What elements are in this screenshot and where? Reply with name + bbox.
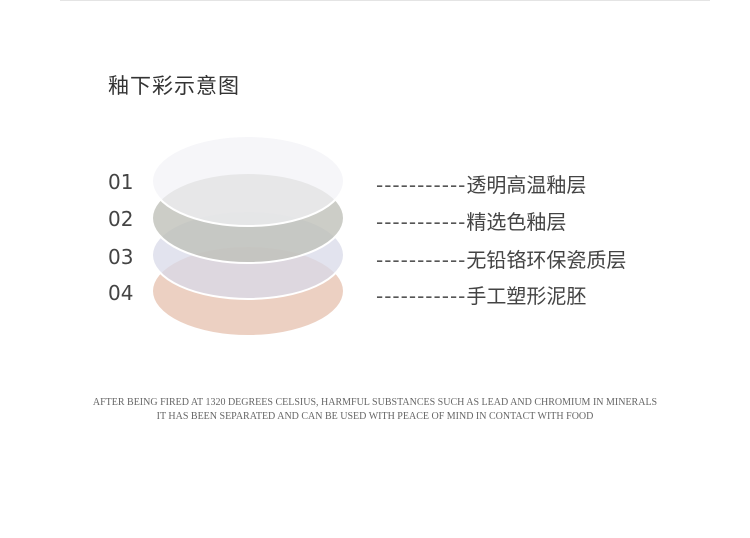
connector-line: -----------: [376, 248, 467, 272]
layer-label: 精选色釉层: [466, 210, 567, 234]
caption-line-1: AFTER BEING FIRED AT 1320 DEGREES CELSIU…: [92, 397, 658, 408]
layer-label: 手工塑形泥胚: [466, 284, 587, 308]
layer-label-row: -----------透明高温釉层: [376, 169, 586, 198]
layer-number: 03: [108, 245, 134, 269]
layer-number: 04: [108, 281, 134, 305]
caption-line-2: IT HAS BEEN SEPARATED AND CAN BE USED WI…: [156, 411, 594, 422]
layer-label-row: -----------无铅铬环保瓷质层: [376, 244, 626, 273]
connector-line: -----------: [376, 173, 467, 197]
layer-label: 无铅铬环保瓷质层: [466, 248, 627, 272]
layer-label: 透明高温釉层: [466, 173, 587, 197]
connector-line: -----------: [376, 284, 467, 308]
layer-number: 02: [108, 207, 134, 231]
layer-label-row: -----------手工塑形泥胚: [376, 280, 586, 309]
layer-01-disc: [151, 135, 345, 227]
diagram-title: 釉下彩示意图: [108, 74, 240, 98]
layer-label-row: -----------精选色釉层: [376, 206, 566, 235]
top-divider: [60, 0, 710, 1]
layer-number: 01: [108, 170, 134, 194]
connector-line: -----------: [376, 210, 467, 234]
